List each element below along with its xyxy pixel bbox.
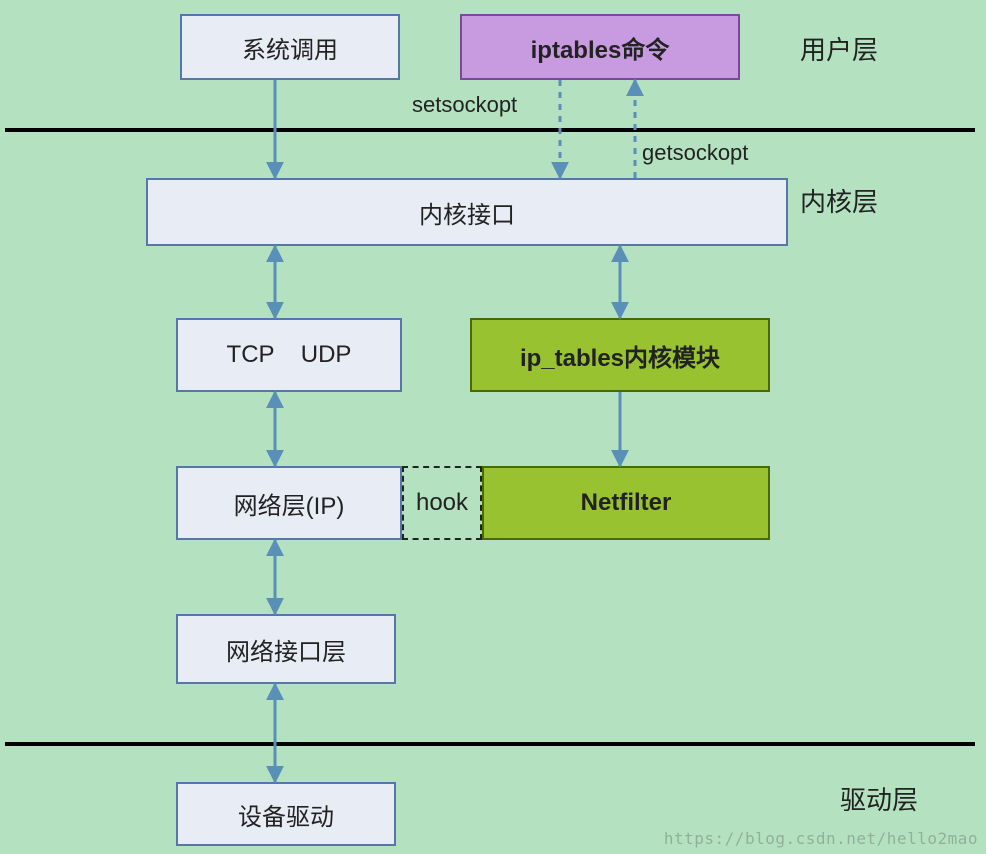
node-kernel-interface: 内核接口 <box>146 178 788 246</box>
node-network-layer-ip: 网络层(IP) <box>176 466 402 540</box>
node-ip-tables-module: ip_tables内核模块 <box>470 318 770 392</box>
node-network-interface-layer: 网络接口层 <box>176 614 396 684</box>
layer-label-user: 用户层 <box>800 30 878 67</box>
divider-top <box>5 128 975 132</box>
layer-label-kernel: 内核层 <box>800 182 878 219</box>
watermark: https://blog.csdn.net/hello2mao <box>664 829 978 848</box>
edge-label-getsockopt: getsockopt <box>642 140 748 166</box>
layer-label-driver: 驱动层 <box>840 780 918 817</box>
node-iptables-cmd: iptables命令 <box>460 14 740 80</box>
node-hook: hook <box>402 466 482 540</box>
node-tcp-udp: TCP UDP <box>176 318 402 392</box>
divider-bottom <box>5 742 975 746</box>
node-device-driver: 设备驱动 <box>176 782 396 846</box>
edge-label-setsockopt: setsockopt <box>412 92 517 118</box>
node-netfilter: Netfilter <box>482 466 770 540</box>
node-syscall: 系统调用 <box>180 14 400 80</box>
